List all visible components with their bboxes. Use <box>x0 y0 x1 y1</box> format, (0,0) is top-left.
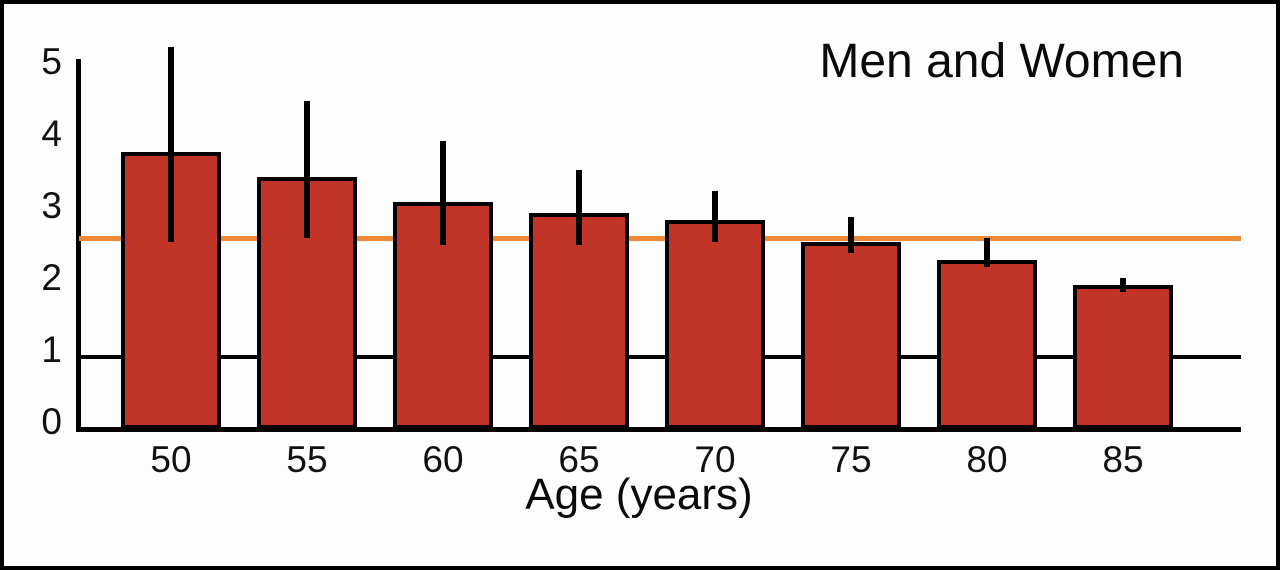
error-bar-80 <box>984 238 990 267</box>
y-axis-line <box>76 59 81 431</box>
x-axis-line <box>76 427 1241 432</box>
y-tick-label-3: 3 <box>41 185 62 226</box>
x-tick-label-60: 60 <box>422 439 464 480</box>
error-bar-60 <box>440 141 446 246</box>
x-axis-label: Age (years) <box>525 470 753 519</box>
gridline-y1 <box>79 355 1241 359</box>
error-bar-75 <box>848 216 854 253</box>
bar-65 <box>529 213 629 429</box>
bar-55 <box>257 177 357 429</box>
y-tick-label-4: 4 <box>41 113 62 154</box>
chart-title: Men and Women <box>819 35 1184 88</box>
error-bar-65 <box>576 169 582 246</box>
x-tick-label-55: 55 <box>286 439 328 480</box>
bar-85 <box>1073 285 1173 429</box>
x-tick-label-75: 75 <box>830 439 872 480</box>
error-bar-70 <box>712 191 718 242</box>
reference-line <box>79 236 1241 242</box>
bar-70 <box>665 220 765 429</box>
x-tick-label-65: 65 <box>558 439 600 480</box>
x-tick-label-70: 70 <box>694 439 736 480</box>
bar-75 <box>801 241 901 429</box>
x-tick-label-50: 50 <box>150 439 192 480</box>
y-tick-label-1: 1 <box>41 329 62 370</box>
x-tick-label-85: 85 <box>1102 439 1144 480</box>
y-tick-label-5: 5 <box>41 41 62 82</box>
y-tick-label-2: 2 <box>41 257 62 298</box>
y-tick-label-0: 0 <box>41 401 62 442</box>
error-bar-50 <box>168 47 174 242</box>
bar-80 <box>937 259 1037 429</box>
error-bar-55 <box>304 101 310 239</box>
x-tick-label-80: 80 <box>966 439 1008 480</box>
plot-area: 50 55 60 65 70 75 80 85 0 1 2 3 4 5 <box>4 4 1276 566</box>
error-bar-85 <box>1120 277 1126 293</box>
